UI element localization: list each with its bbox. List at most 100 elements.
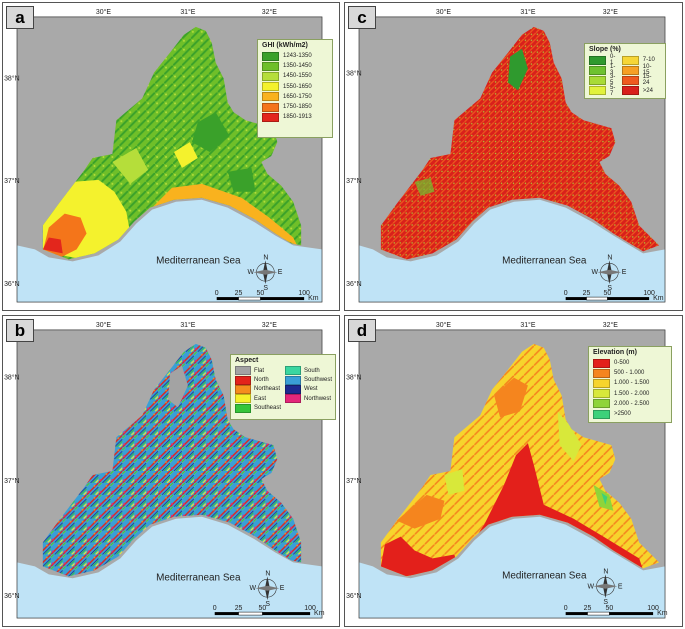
lat-label: 38°N [4, 74, 20, 82]
svg-text:0: 0 [564, 290, 568, 297]
legend-swatch [593, 399, 610, 409]
svg-text:W: W [248, 269, 255, 276]
legend-title: GHI (kWh/m2) [262, 42, 308, 49]
compass-rose-icon: N S E W [248, 254, 283, 292]
legend-swatch [285, 384, 302, 394]
svg-text:0: 0 [564, 605, 568, 612]
svg-text:E: E [278, 269, 283, 276]
legend-item: 1650-1750 [262, 92, 328, 102]
sea-label: Mediterranean Sea [156, 255, 241, 266]
legend-item: 5-7 [589, 85, 618, 97]
legend-swatch [593, 368, 610, 378]
legend-swatch [589, 86, 606, 96]
legend-title: Aspect [235, 357, 259, 364]
lat-label: 38°N [346, 374, 362, 382]
legend-swatch [621, 55, 639, 65]
legend-swatch [285, 375, 302, 385]
legend-item: 0-1 [589, 54, 618, 66]
svg-text:100: 100 [643, 290, 655, 297]
legend-swatch [285, 394, 302, 404]
legend-swatch [589, 55, 606, 65]
compass-rose-icon: N S E W [591, 254, 626, 292]
legend-item: Northeast [235, 384, 281, 394]
sea-label: Mediterranean Sea [502, 255, 587, 266]
panel-letter: b [6, 319, 34, 342]
svg-text:W: W [588, 583, 595, 590]
legend-item: 10-15 [621, 64, 657, 76]
legend-swatch [593, 358, 610, 368]
lon-label: 32°E [603, 8, 618, 16]
graticule-labels: 30°E 31°E 32°E 38°N 37°N 36°N [4, 321, 277, 600]
lat-label: 37°N [4, 177, 20, 185]
legend-item: 3-5 [589, 74, 618, 86]
svg-text:N: N [265, 570, 270, 577]
lon-label: 31°E [520, 8, 535, 16]
legend-swatch [262, 112, 279, 122]
panel-letter: d [348, 319, 376, 342]
legend-swatch [235, 375, 251, 385]
svg-text:N: N [607, 254, 612, 261]
graticule-labels: 30°E 31°E 32°E 38°N 37°N 36°N [346, 8, 618, 288]
svg-text:50: 50 [259, 605, 267, 612]
svg-text:0: 0 [215, 290, 219, 297]
legend-swatch [621, 65, 639, 75]
svg-text:Km: Km [653, 295, 664, 302]
legend-swatch [593, 378, 610, 388]
legend-item: 0-500 [593, 358, 667, 368]
legend-swatch [285, 366, 302, 376]
panel-b-aspect-map: 30°E 31°E 32°E 38°N 37°N 36°N Mediterran… [2, 315, 340, 627]
legend-item: 1450-1550 [262, 71, 328, 81]
svg-text:0: 0 [213, 605, 217, 612]
lat-label: 37°N [4, 477, 20, 485]
legend-item: >24 [621, 86, 657, 96]
legend-item: 1243-1350 [262, 51, 328, 61]
svg-text:100: 100 [298, 290, 310, 297]
svg-text:25: 25 [235, 290, 243, 297]
legend-item: West [285, 384, 332, 394]
lon-label: 31°E [180, 8, 195, 16]
lat-label: 37°N [346, 177, 362, 185]
legend-item: 1350-1450 [262, 61, 328, 71]
legend-swatch [262, 71, 279, 81]
legend-item: Northwest [285, 394, 332, 404]
lon-label: 32°E [262, 8, 277, 16]
scale-bar: 0 25 50 100 Km [213, 605, 325, 617]
legend-item: Flat [235, 366, 281, 376]
svg-text:N: N [263, 254, 268, 261]
legend-swatch [262, 92, 279, 102]
legend-swatch [621, 86, 639, 96]
legend-swatch [593, 409, 610, 419]
legend-swatch [262, 51, 279, 61]
graticule-labels: 30°E 31°E 32°E 38°N 37°N 36°N [4, 8, 277, 288]
legend-item: 1.500 - 2.000 [593, 389, 667, 399]
legend-item: 1.000 - 1.500 [593, 378, 667, 388]
elevation-zones [380, 377, 644, 577]
legend-title: Slope (%) [589, 46, 621, 53]
legend-item: 2.000 - 2.500 [593, 399, 667, 409]
legend-item: 1750-1850 [262, 102, 328, 112]
legend-swatch [235, 403, 251, 413]
elevation-legend: Elevation (m) 0-500 500 - 1.000 1.000 - … [588, 346, 672, 423]
svg-text:50: 50 [604, 290, 612, 297]
lon-label: 31°E [180, 321, 195, 329]
lon-label: 30°E [96, 321, 111, 329]
svg-text:50: 50 [257, 290, 265, 297]
lon-label: 30°E [436, 8, 451, 16]
legend-item: Southwest [285, 375, 332, 385]
svg-text:E: E [618, 583, 623, 590]
svg-text:25: 25 [584, 605, 592, 612]
svg-text:S: S [263, 285, 268, 292]
legend-item: 500 - 1.000 [593, 368, 667, 378]
legend-item: Southeast [235, 403, 281, 413]
sea-area [359, 199, 666, 303]
svg-text:Km: Km [308, 295, 319, 302]
legend-item: 1850-1913 [262, 112, 328, 122]
panel-d-elevation-map: 30°E 31°E 32°E 38°N 37°N 36°N Mediterran… [344, 315, 683, 627]
lat-label: 36°N [346, 592, 362, 600]
svg-text:E: E [622, 269, 627, 276]
svg-text:N: N [603, 568, 608, 575]
ghi-zones [42, 112, 298, 260]
lon-label: 31°E [520, 321, 535, 329]
legend-swatch [589, 65, 606, 75]
scale-bar: 0 25 50 100 Km [564, 290, 664, 302]
